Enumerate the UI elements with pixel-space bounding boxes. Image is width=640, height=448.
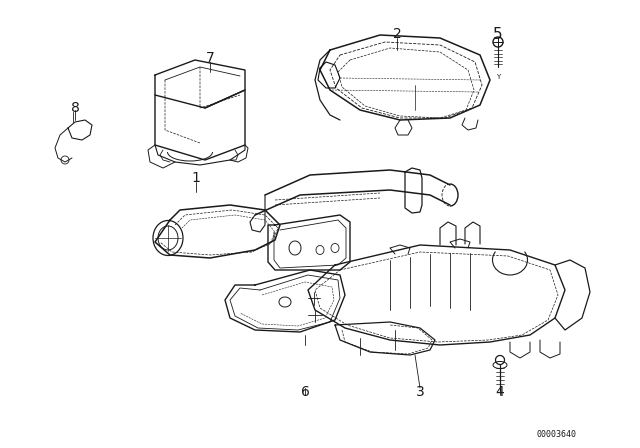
Text: 1: 1: [191, 171, 200, 185]
Text: 00003640: 00003640: [537, 430, 577, 439]
Text: 4: 4: [495, 385, 504, 399]
Text: 5: 5: [493, 26, 503, 42]
Text: Y: Y: [496, 74, 500, 80]
Text: 7: 7: [205, 51, 214, 65]
Text: 8: 8: [70, 101, 79, 115]
Text: 3: 3: [415, 385, 424, 399]
Text: 6: 6: [301, 385, 309, 399]
Text: 2: 2: [392, 27, 401, 41]
